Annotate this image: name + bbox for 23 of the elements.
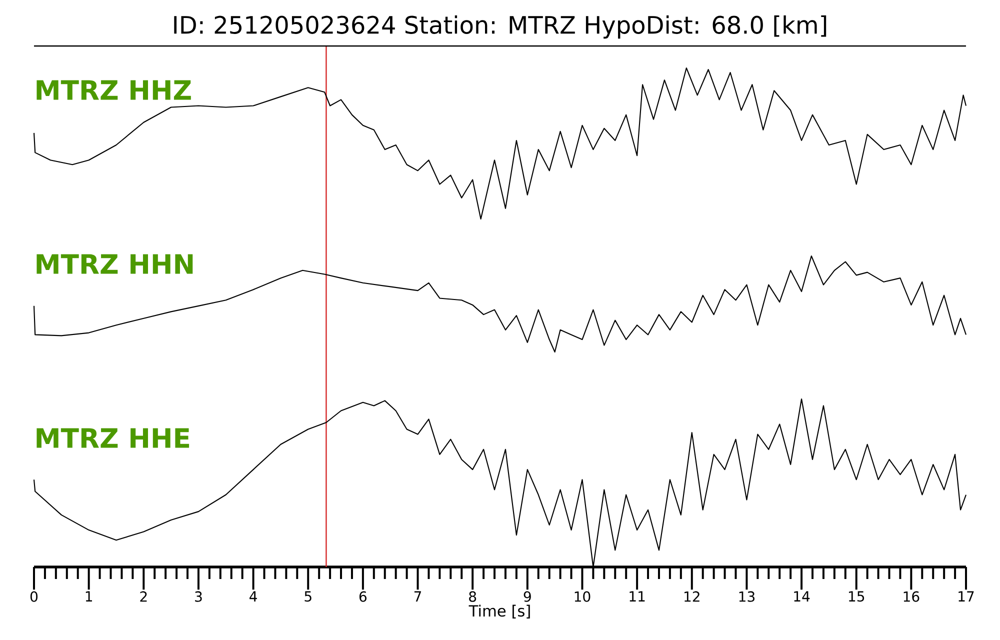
series-label: MTRZ HHZ — [36, 80, 191, 100]
x-tick-label: 9 — [524, 591, 531, 602]
x-tick-label: 1 — [86, 591, 92, 602]
series-label: MTRZ HHN — [36, 254, 193, 274]
x-tick-label: 6 — [359, 591, 366, 602]
x-tick-label: 17 — [958, 591, 974, 602]
x-tick-label: 16 — [904, 591, 920, 602]
x-tick-label: 12 — [684, 591, 700, 602]
x-tick-label: 3 — [195, 591, 202, 602]
chart-title: ID: 251205023624 Station: MTRZ HypoDist: 68.0 [km] — [174, 15, 826, 39]
x-tick-label: 4 — [250, 591, 257, 602]
x-tick-label: 2 — [140, 591, 147, 602]
x-tick-label: 0 — [30, 591, 38, 602]
x-tick-label: 13 — [739, 591, 754, 602]
x-tick-label: 14 — [794, 591, 810, 602]
x-axis-title: Time [s] — [468, 604, 530, 618]
x-tick-label: 8 — [469, 591, 476, 602]
x-tick-label: 7 — [414, 591, 422, 602]
x-tick-label: 11 — [630, 591, 645, 602]
series-label: MTRZ HHE — [36, 428, 190, 448]
x-tick-label: 15 — [848, 591, 864, 602]
x-tick-label: 5 — [304, 591, 312, 602]
x-tick-label: 10 — [574, 591, 590, 602]
